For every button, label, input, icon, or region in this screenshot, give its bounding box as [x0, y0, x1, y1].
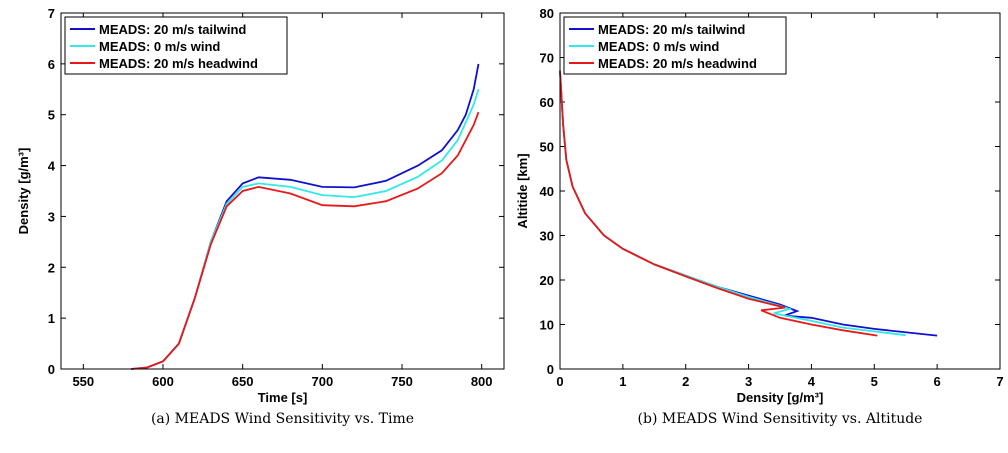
y-tick-label: 3 [48, 209, 55, 224]
y-tick-label: 30 [540, 229, 554, 244]
y-tick-label: 20 [540, 273, 554, 288]
x-tick-label: 800 [471, 374, 493, 389]
y-tick-label: 10 [540, 318, 554, 333]
legend: MEADS: 20 m/s tailwind MEADS: 0 m/s wind M… [64, 16, 288, 75]
x-tick-label: 650 [232, 374, 254, 389]
y-tick-label: 4 [48, 159, 56, 174]
x-tick-label: 600 [152, 374, 174, 389]
x-tick-label: 4 [808, 374, 816, 389]
y-tick-label: 0 [48, 362, 55, 377]
legend-label: MEADS: 20 m/s tailwind [99, 22, 246, 37]
series-line [131, 111, 480, 370]
x-tick-label: 1 [619, 374, 626, 389]
y-tick-label: 7 [48, 6, 55, 21]
caption: (a) MEADS Wind Sensitivity vs. Time [151, 411, 414, 427]
legend-box [563, 16, 787, 75]
y-axis-label: Altitide [km] [515, 153, 530, 228]
x-tick-label: 750 [391, 374, 413, 389]
y-tick-label: 6 [48, 57, 55, 72]
legend-label: MEADS: 20 m/s headwind [99, 56, 258, 71]
legend-label: MEADS: 0 m/s wind [598, 39, 719, 54]
caption: (b) MEADS Wind Sensitivity vs. Altitude [638, 411, 923, 427]
y-axis-label: Density [g/m³] [16, 148, 31, 235]
x-tick-label: 3 [745, 374, 752, 389]
y-tick-label: 2 [48, 260, 55, 275]
y-tick-label: 40 [540, 184, 554, 199]
y-tick-label: 5 [48, 108, 55, 123]
legend-label: MEADS: 20 m/s headwind [598, 56, 757, 71]
y-tick-label: 50 [540, 140, 554, 155]
x-axis-label: Time [s] [258, 390, 308, 405]
y-tick-label: 1 [48, 311, 55, 326]
y-tick-label: 0 [547, 362, 554, 377]
x-tick-label: 7 [996, 374, 1003, 389]
y-tick-label: 80 [540, 6, 554, 21]
legend-box [64, 16, 288, 75]
x-tick-label: 5 [871, 374, 878, 389]
x-tick-label: 0 [556, 374, 563, 389]
legend: MEADS: 20 m/s tailwind MEADS: 0 m/s wind M… [563, 16, 787, 75]
series-line [559, 70, 878, 337]
x-tick-label: 6 [934, 374, 941, 389]
x-tick-label: 550 [72, 374, 94, 389]
x-tick-label: 700 [311, 374, 333, 389]
y-tick-label: 60 [540, 95, 554, 110]
x-axis-label: Density [g/m³] [737, 390, 824, 405]
axes-box [559, 12, 1001, 370]
y-tick-label: 70 [540, 51, 554, 66]
legend-label: MEADS: 0 m/s wind [99, 39, 220, 54]
x-tick-label: 2 [682, 374, 689, 389]
axes-box [60, 12, 505, 370]
legend-label: MEADS: 20 m/s tailwind [598, 22, 745, 37]
